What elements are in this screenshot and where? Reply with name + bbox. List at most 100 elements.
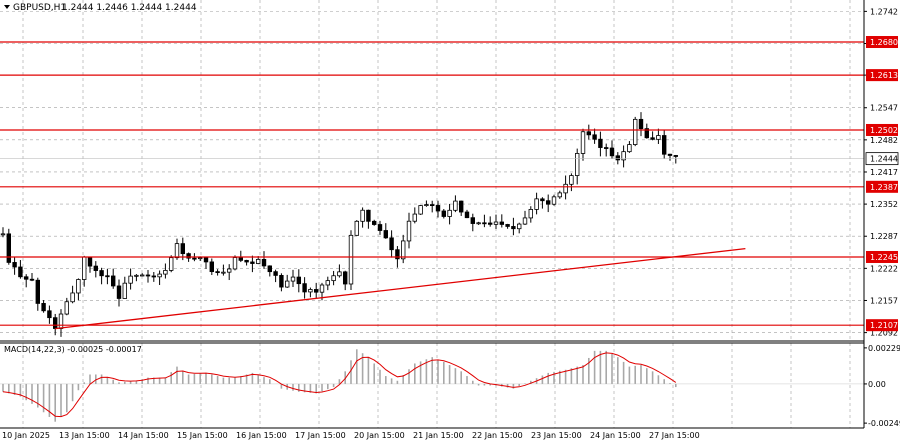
candle-body: [244, 259, 249, 263]
candle-body: [400, 240, 406, 260]
candle-body: [354, 220, 359, 236]
candle-body: [673, 155, 678, 157]
x-tick-label: 14 Jan 15:00: [118, 431, 169, 440]
candle-body: [406, 220, 412, 242]
y-tick-label: 1.2157: [870, 296, 898, 305]
candle-body: [522, 217, 528, 225]
x-tick-label: 21 Jan 15:00: [413, 431, 464, 440]
macd-panel: [0, 349, 864, 422]
macd-y-tick-label: -0.00249: [868, 419, 900, 428]
candle-body: [12, 262, 17, 268]
x-tick-label: 13 Jan 15:00: [59, 431, 110, 440]
candle-body: [116, 285, 122, 299]
candle-body: [575, 153, 580, 176]
macd-signal-line: [2, 352, 677, 418]
level-tag: [866, 36, 898, 49]
candle-body: [621, 151, 626, 161]
candle-body: [476, 222, 481, 225]
candle-body: [615, 155, 620, 161]
candle-body: [215, 271, 220, 274]
y-tick-label: 1.2287: [870, 232, 898, 241]
candles: [0, 112, 678, 337]
candle-body: [64, 301, 69, 315]
candle-body: [627, 144, 632, 153]
candle-body: [667, 153, 673, 156]
candle-body: [203, 257, 209, 263]
candle-body: [313, 289, 319, 293]
candle-body: [418, 205, 423, 215]
candle-body: [360, 209, 365, 222]
level-label: 1.2107: [870, 321, 898, 330]
x-tick-label: 15 Jan 15:00: [177, 431, 228, 440]
candle-body: [412, 213, 417, 222]
candle-body: [528, 209, 533, 219]
y-tick-label: 1.2482: [870, 136, 898, 145]
candle-body: [296, 276, 301, 285]
candle-body: [221, 271, 226, 274]
candle-body: [284, 280, 290, 288]
candle-body: [598, 138, 603, 148]
candle-body: [186, 253, 191, 259]
candle-body: [232, 257, 238, 270]
candle-body: [267, 265, 272, 273]
y-tick-label: 1.2742: [870, 7, 898, 16]
candle-body: [389, 237, 394, 251]
x-tick-label: 17 Jan 15:00: [295, 431, 346, 440]
candle-body: [546, 200, 551, 205]
level-tag: [866, 69, 898, 82]
candle-body: [93, 265, 98, 271]
candle-body: [557, 192, 562, 198]
candle-body: [604, 147, 609, 149]
candle-body: [209, 261, 214, 273]
candle-body: [290, 276, 296, 282]
symbol-header: GBPUSD,H1: [13, 3, 66, 13]
candle-body: [505, 224, 510, 227]
candle-body: [534, 198, 539, 210]
candle-body: [517, 223, 522, 230]
candle-body: [261, 258, 267, 267]
candle-body: [499, 221, 504, 225]
candle-body: [47, 310, 52, 319]
level-tag: [866, 250, 898, 263]
candle-body: [331, 275, 336, 282]
candle-body: [145, 274, 151, 277]
candle-body: [458, 200, 464, 213]
candle-body: [168, 257, 174, 271]
candle-body: [511, 226, 516, 230]
candle-body: [58, 313, 64, 329]
candle-body: [319, 284, 325, 293]
level-label: 1.2680: [870, 38, 898, 47]
candle-body: [366, 209, 371, 222]
candle-body: [250, 261, 255, 264]
candle-body: [226, 268, 232, 273]
candle-body: [540, 198, 545, 202]
y-tick-label: 1.2417: [870, 168, 898, 177]
candle-body: [82, 256, 87, 280]
y-tick-label: 1.2547: [870, 104, 898, 113]
current-price-tag: [865, 152, 899, 166]
level-tag: [866, 180, 898, 193]
candle-body: [447, 209, 452, 217]
candle-body: [435, 205, 441, 212]
candle-body: [493, 221, 499, 225]
candle-body: [383, 230, 388, 239]
candle-body: [337, 271, 342, 277]
support-resistance-levels: [0, 41, 864, 326]
candle-body: [238, 257, 243, 261]
candle-body: [18, 266, 23, 278]
candle-body: [441, 210, 446, 217]
candle-body: [424, 204, 429, 207]
x-tick-label: 24 Jan 15:00: [590, 431, 641, 440]
candle-body: [6, 233, 11, 263]
candle-body: [53, 317, 58, 329]
trendline: [55, 247, 746, 330]
candle-body: [662, 135, 667, 155]
candle-body: [656, 135, 661, 140]
candle-body: [325, 280, 330, 286]
candle-body: [23, 276, 29, 280]
candle-body: [273, 271, 278, 276]
level-label: 1.2613: [870, 71, 898, 80]
candle-body: [197, 257, 203, 260]
dropdown-triangle-icon[interactable]: [4, 5, 10, 9]
